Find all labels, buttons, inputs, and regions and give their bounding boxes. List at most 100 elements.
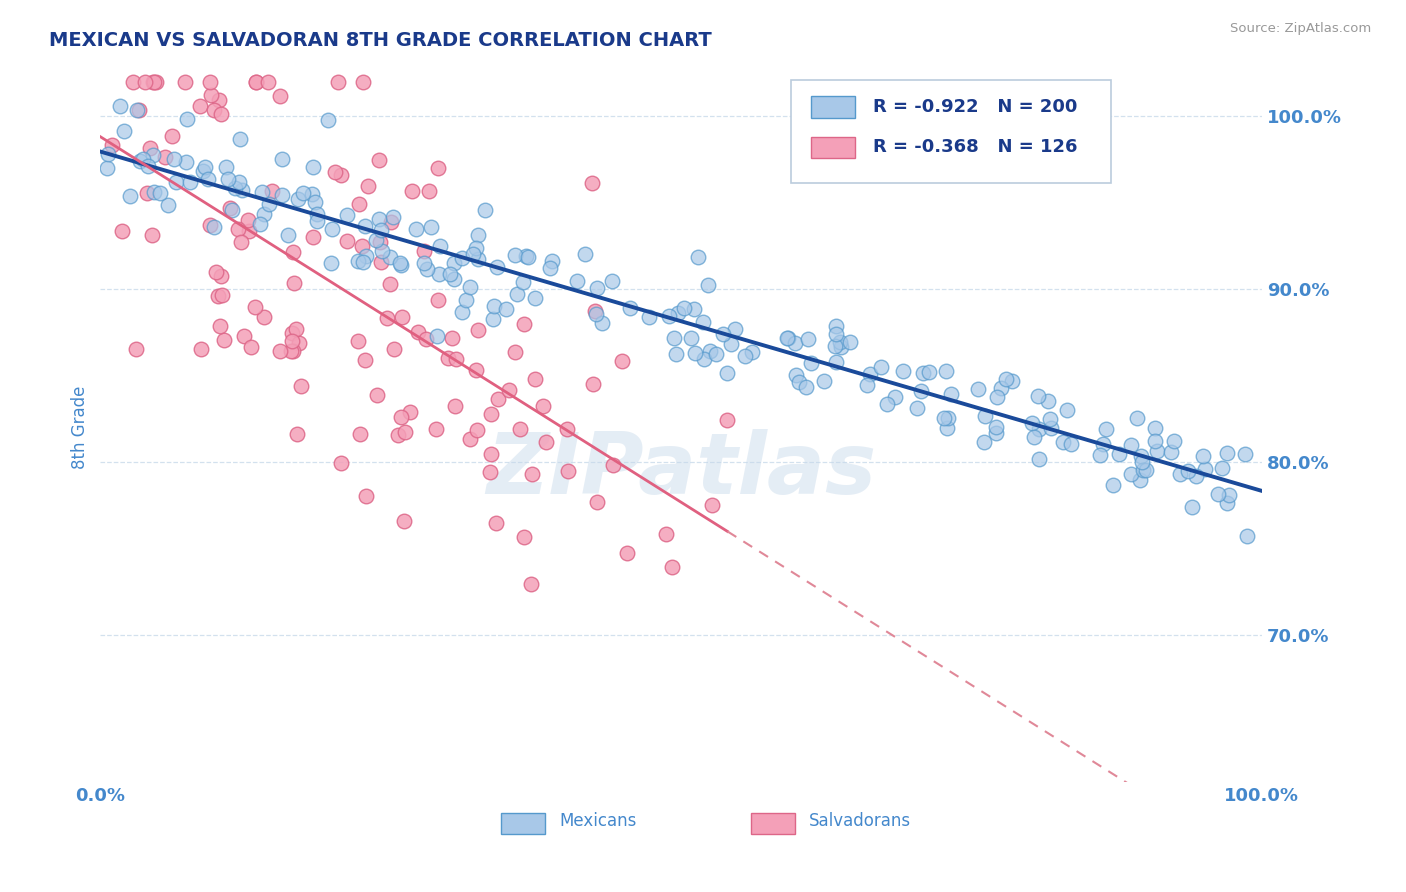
Point bbox=[305, 213, 328, 227]
Point bbox=[420, 220, 443, 235]
Point bbox=[191, 163, 214, 178]
Point bbox=[349, 427, 371, 442]
Point bbox=[444, 399, 467, 413]
Point bbox=[1218, 488, 1240, 502]
Point bbox=[936, 421, 959, 435]
Point bbox=[813, 375, 835, 389]
Point bbox=[418, 184, 440, 198]
Point bbox=[141, 228, 163, 243]
Point bbox=[557, 464, 579, 478]
Point bbox=[391, 310, 413, 324]
Point bbox=[506, 287, 529, 301]
Point bbox=[260, 184, 283, 198]
Point bbox=[443, 256, 465, 270]
Point bbox=[366, 388, 388, 402]
Point bbox=[918, 366, 941, 380]
Point bbox=[1039, 412, 1062, 426]
Point bbox=[174, 75, 197, 89]
Point bbox=[1088, 448, 1111, 462]
Point bbox=[97, 146, 120, 161]
Point bbox=[936, 410, 959, 425]
Point bbox=[200, 75, 222, 89]
Point bbox=[209, 107, 232, 121]
Point bbox=[323, 165, 346, 179]
Point bbox=[270, 187, 292, 202]
Point bbox=[884, 390, 907, 404]
Point bbox=[441, 331, 464, 345]
Point bbox=[654, 527, 676, 541]
Point bbox=[197, 172, 219, 186]
Point bbox=[465, 423, 488, 437]
Point bbox=[967, 382, 990, 396]
Point bbox=[720, 336, 742, 351]
Point bbox=[277, 228, 299, 243]
Point bbox=[426, 161, 449, 176]
Point bbox=[288, 335, 311, 350]
Point bbox=[354, 248, 377, 262]
Point bbox=[221, 203, 243, 218]
Point bbox=[378, 250, 401, 264]
Point bbox=[163, 153, 186, 167]
Point bbox=[401, 184, 423, 198]
Point bbox=[682, 302, 704, 317]
Point bbox=[474, 203, 496, 218]
Point bbox=[200, 88, 222, 103]
Point bbox=[436, 351, 458, 365]
FancyBboxPatch shape bbox=[751, 813, 794, 834]
Point bbox=[1059, 437, 1081, 451]
Point bbox=[1215, 446, 1237, 460]
Point bbox=[1001, 375, 1024, 389]
Text: R = -0.922   N = 200: R = -0.922 N = 200 bbox=[873, 98, 1077, 116]
Point bbox=[939, 386, 962, 401]
Point bbox=[283, 276, 305, 290]
Point bbox=[281, 244, 304, 259]
Point bbox=[125, 103, 148, 117]
Point bbox=[825, 327, 848, 342]
Point bbox=[602, 458, 624, 473]
Point bbox=[458, 433, 481, 447]
FancyBboxPatch shape bbox=[811, 96, 855, 118]
Point bbox=[859, 367, 882, 381]
Point bbox=[330, 168, 353, 182]
Point bbox=[443, 272, 465, 286]
Point bbox=[253, 207, 276, 221]
Point bbox=[367, 212, 389, 227]
Point bbox=[219, 202, 242, 216]
Point bbox=[905, 401, 928, 415]
Point bbox=[467, 227, 489, 242]
Point bbox=[350, 239, 373, 253]
Point bbox=[252, 186, 274, 200]
Text: R = -0.368   N = 126: R = -0.368 N = 126 bbox=[873, 138, 1077, 156]
Point bbox=[378, 277, 401, 291]
Point bbox=[231, 183, 253, 197]
Point bbox=[1056, 403, 1078, 417]
Point bbox=[661, 559, 683, 574]
Point bbox=[176, 112, 198, 127]
Point bbox=[142, 75, 165, 89]
Point bbox=[1143, 420, 1166, 434]
Point bbox=[586, 495, 609, 509]
Point bbox=[1130, 450, 1153, 464]
Point bbox=[828, 335, 851, 350]
Point bbox=[1184, 469, 1206, 483]
Point bbox=[1119, 438, 1142, 452]
Point bbox=[245, 75, 267, 89]
Point bbox=[1234, 447, 1257, 461]
Point bbox=[208, 93, 231, 107]
Point bbox=[495, 301, 517, 316]
Point bbox=[600, 274, 623, 288]
Point bbox=[229, 235, 252, 250]
Point bbox=[326, 75, 349, 89]
Point bbox=[301, 187, 323, 202]
Point bbox=[524, 371, 547, 385]
Point bbox=[619, 301, 641, 315]
Point bbox=[382, 342, 405, 356]
Point bbox=[370, 235, 392, 250]
Point bbox=[716, 367, 738, 381]
Point bbox=[217, 172, 239, 186]
Point bbox=[96, 161, 118, 176]
Text: MEXICAN VS SALVADORAN 8TH GRADE CORRELATION CHART: MEXICAN VS SALVADORAN 8TH GRADE CORRELAT… bbox=[49, 31, 711, 50]
Point bbox=[316, 113, 339, 128]
Point bbox=[797, 332, 820, 346]
Point bbox=[486, 392, 509, 406]
